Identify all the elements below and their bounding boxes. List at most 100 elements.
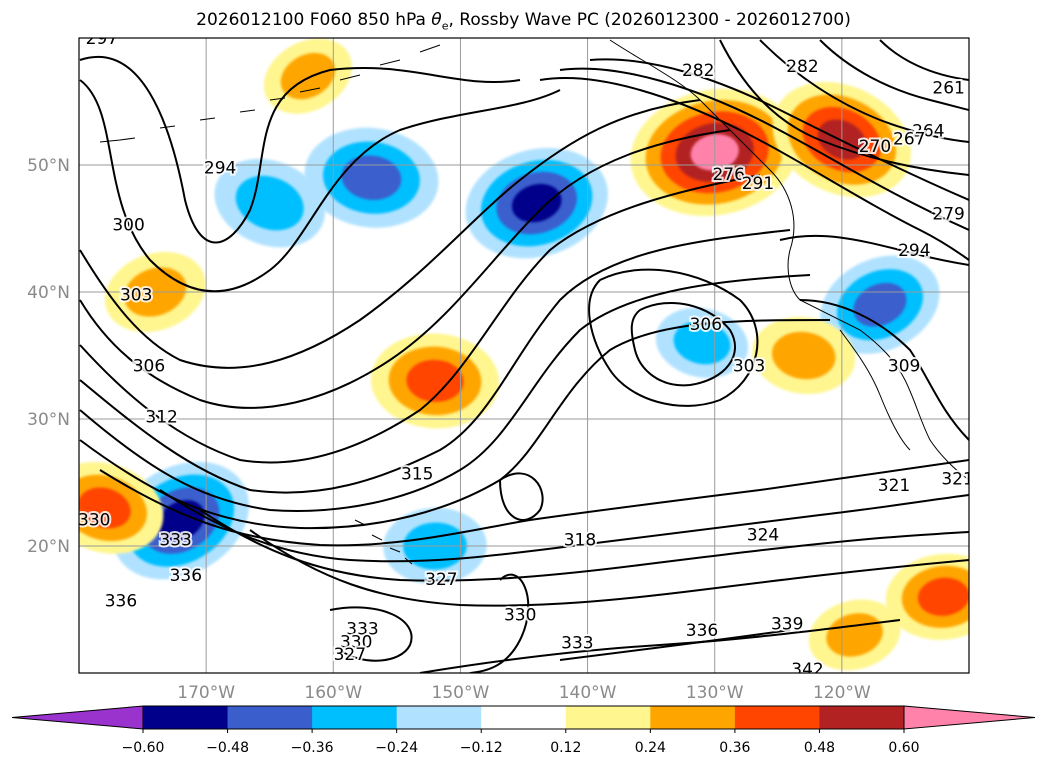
contour-line (79, 174, 761, 464)
contour-label-halo: 336 (170, 566, 202, 586)
contour-line (199, 509, 969, 582)
anomaly-patch (772, 331, 836, 380)
colorbar-segment (396, 706, 482, 729)
contour-label-halo: 270 (859, 137, 891, 157)
colorbar-tick-label: 0.24 (635, 740, 666, 756)
theta-symbol: θ (431, 10, 442, 30)
colorbar-extend-high (903, 705, 1036, 730)
contour-label-halo: 297 (86, 29, 118, 49)
contour-label: 312 (145, 407, 177, 427)
contour-label-halo: 336 (105, 592, 137, 612)
contour-label-halo: 321 (878, 476, 910, 496)
lat-tick-label: 30°N (27, 410, 70, 430)
contour-label-halo: 306 (133, 357, 165, 377)
contour-label-halo: 315 (401, 465, 433, 485)
contour-label-halo: 264 (912, 122, 944, 142)
coastlines (99, 39, 969, 565)
chart-title: 2026012100 F060 850 hPa θe, Rossby Wave … (0, 10, 1047, 32)
contour-label: 336 (105, 592, 137, 612)
anomaly-patch (511, 183, 562, 223)
contour-line (159, 489, 969, 563)
contour-label-halo: 321 (941, 470, 973, 490)
contour-label-halo: 279 (932, 204, 964, 224)
contour-label-halo: 294 (204, 159, 236, 179)
contour-label-halo: 267 (893, 129, 925, 149)
contour-line (719, 39, 969, 176)
contour-label-halo: 330 (340, 632, 372, 652)
contour-label: 336 (170, 566, 202, 586)
contour-label: 291 (742, 174, 774, 194)
contour-label: 282 (786, 57, 818, 77)
colorbar-tick-label: −0.36 (291, 740, 334, 756)
lat-tick-label: 50°N (27, 156, 70, 176)
anomaly-patch (235, 175, 304, 231)
colorbar-segment (312, 706, 398, 729)
contour-label-halo: 276 (712, 165, 744, 185)
colorbar-tick-label: 0.12 (550, 740, 581, 756)
contour-line (759, 39, 969, 143)
colorbar-extend-low (11, 705, 144, 730)
contour-line (799, 299, 969, 441)
contour-line (79, 99, 701, 369)
contour-line (539, 77, 969, 261)
contour-label: 309 (888, 357, 920, 377)
contour-label: 270 (859, 137, 891, 157)
colorbar-tick-label: 0.48 (804, 740, 835, 756)
contour-labels: 2972972942943003003033033063063123123153… (78, 29, 973, 673)
contour-label: 315 (401, 465, 433, 485)
title-tail: , Rossby Wave PC (2026012300 - 202601270… (448, 10, 851, 30)
contour-label-halo: 324 (747, 526, 779, 546)
contour-label: 333 (346, 620, 378, 640)
contour-label-halo: 303 (733, 357, 765, 377)
contour-label: 318 (564, 531, 596, 551)
contour-line (559, 629, 791, 661)
contour-label-halo: 291 (742, 174, 774, 194)
contour-label-halo: 312 (145, 407, 177, 427)
contour-label-halo: 336 (686, 621, 718, 641)
contour-line (419, 619, 901, 673)
gridlines (79, 38, 969, 673)
contour-line (779, 234, 969, 266)
anomaly-patch (917, 577, 969, 616)
contour-label: 306 (690, 315, 722, 335)
coastline-baja (839, 329, 911, 451)
contour-label-halo: 300 (112, 216, 144, 236)
lon-tick-label: 150°W (432, 683, 490, 703)
contour-label: 276 (712, 165, 744, 185)
colorbar-frame (142, 705, 905, 730)
contour-label: 327 (425, 570, 457, 590)
coastline-north-america (609, 39, 969, 481)
contour-label: 321 (941, 470, 973, 490)
contour-label: 339 (771, 614, 803, 634)
colorbar-segment (650, 706, 736, 729)
theta-e-contours (79, 39, 969, 673)
contour-label-halo: 318 (564, 531, 596, 551)
map-frame-group: 2972972942943003003033033063063123123153… (78, 29, 973, 674)
contour-line (79, 229, 791, 494)
anomaly-patch (79, 487, 131, 529)
anomaly-patch (673, 321, 731, 365)
contour-label: 261 (932, 79, 964, 99)
contour-label-halo: 282 (786, 57, 818, 77)
contour-label: 333 (561, 634, 593, 654)
contour-line (329, 606, 413, 662)
map-border (78, 37, 970, 674)
contour-label-halo: 309 (888, 357, 920, 377)
contour-line (819, 39, 969, 111)
contour-line (469, 573, 530, 673)
contour-label-halo: 261 (932, 79, 964, 99)
contour-label-halo: 333 (561, 634, 593, 654)
colorbar-tick-label: −0.60 (122, 740, 165, 756)
contour-label: 264 (912, 122, 944, 142)
contour-label: 333 (159, 531, 191, 551)
contour-label-halo: 330 (78, 510, 110, 530)
colorbar-segment (143, 706, 229, 729)
contour-label-halo: 330 (504, 606, 536, 626)
colorbar-segment (227, 706, 313, 729)
contour-line (79, 55, 521, 244)
contour-label: 321 (878, 476, 910, 496)
contour-label-halo: 327 (425, 570, 457, 590)
contour-label-halo: 327 (334, 645, 366, 665)
title-main: 2026012100 F060 850 hPa (196, 10, 432, 30)
